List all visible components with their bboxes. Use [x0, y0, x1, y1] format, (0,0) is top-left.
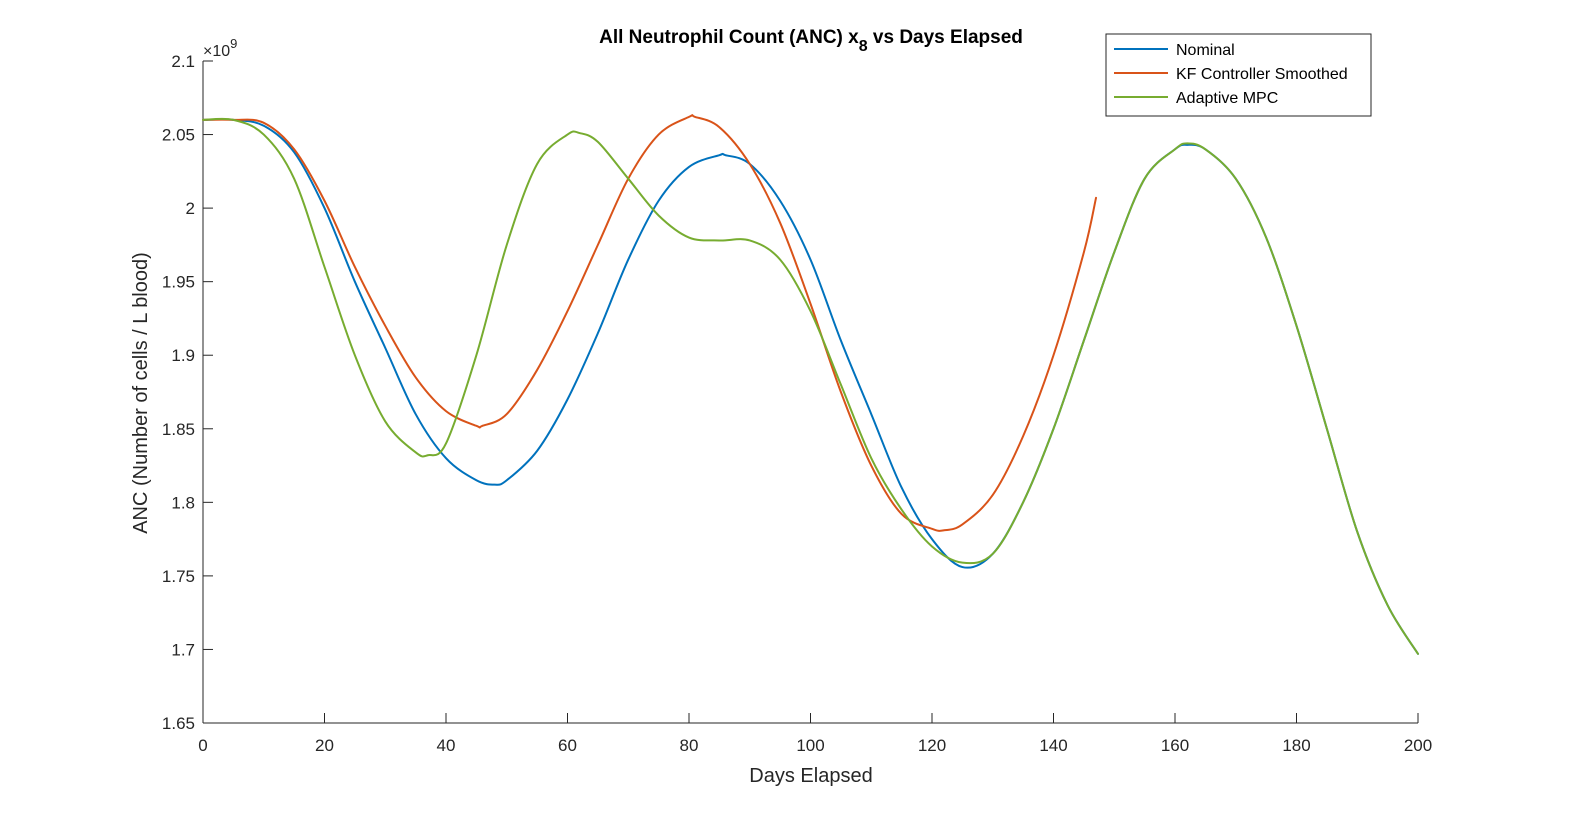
- x-tick-label: 180: [1282, 736, 1310, 755]
- y-tick-label: 1.8: [171, 493, 195, 512]
- x-axis-label: Days Elapsed: [749, 765, 872, 787]
- x-tick-label: 140: [1039, 736, 1067, 755]
- legend-label: KF Controller Smoothed: [1176, 66, 1348, 83]
- x-tick-label: 160: [1161, 736, 1189, 755]
- legend-label: Adaptive MPC: [1176, 90, 1278, 107]
- y-tick-label: 1.85: [162, 420, 195, 439]
- legend-box: [1105, 33, 1372, 117]
- axes: 0 20 40 60 80 100 120 140 160 180 200 1.65 1.7 1.75 1.…: [162, 52, 1432, 755]
- y-exponent-label: ×109: [203, 36, 237, 60]
- y-tick-label: 1.75: [162, 567, 195, 586]
- x-tick-label: 60: [558, 736, 577, 755]
- legend-label: Nominal: [1176, 42, 1235, 59]
- y-axis-label: ANC (Number of cells / L blood): [130, 252, 152, 534]
- chart-title: All Neutrophil Count (ANC) x8 vs Days El…: [599, 27, 1023, 55]
- series-line-kf-controller-smoothed: [202, 114, 1098, 532]
- y-tick-label: 1.65: [162, 714, 195, 733]
- series-layer: [202, 114, 1419, 655]
- y-tick-label: 1.9: [171, 346, 195, 365]
- x-tick-label: 40: [437, 736, 456, 755]
- x-tick-label: 100: [796, 736, 824, 755]
- x-tick-label: 120: [918, 736, 946, 755]
- x-tick-label: 0: [198, 736, 207, 755]
- x-tick-label: 80: [680, 736, 699, 755]
- legend: Nominal KF Controller Smoothed Adaptive MP…: [1105, 33, 1372, 117]
- series-line-adaptive-mpc: [202, 117, 1419, 655]
- y-tick-label: 2.05: [162, 126, 195, 145]
- y-tick-label: 1.95: [162, 273, 195, 292]
- y-tick-label: 2.1: [171, 52, 195, 71]
- x-tick-label: 200: [1404, 736, 1432, 755]
- y-tick-label: 1.7: [171, 640, 195, 659]
- y-tick-label: 2: [186, 199, 195, 218]
- x-tick-label: 20: [315, 736, 334, 755]
